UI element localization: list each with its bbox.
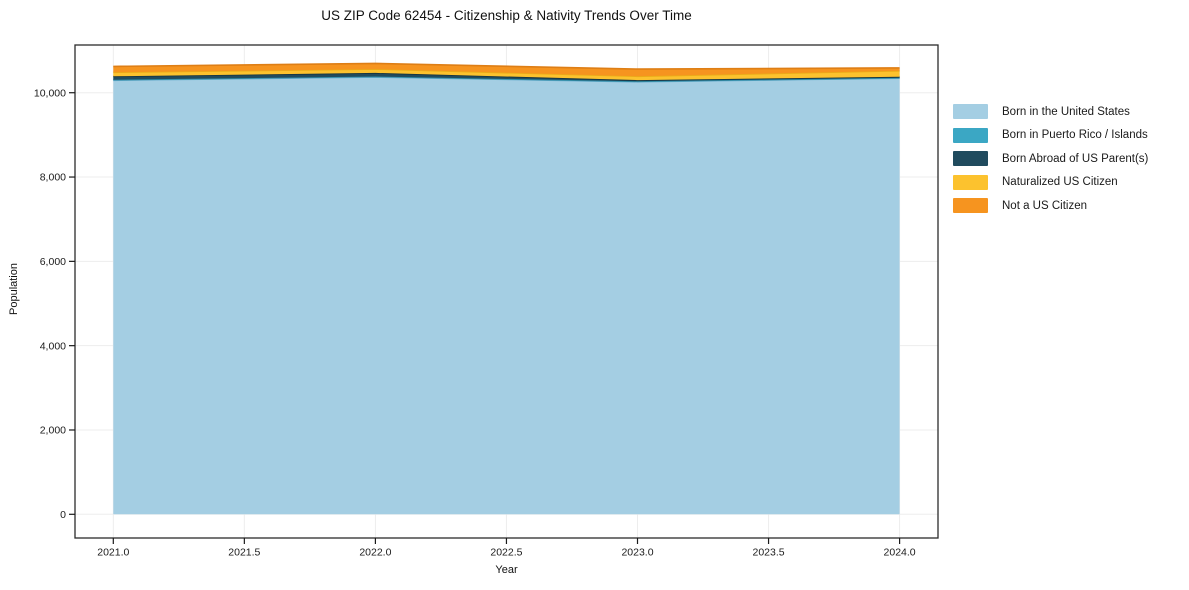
y-tick-label: 4,000 [40, 340, 66, 352]
x-tick-label: 2021.5 [228, 547, 260, 559]
legend-label: Born in Puerto Rico / Islands [1002, 129, 1148, 141]
legend-item-naturalized: Naturalized US Citizen [953, 174, 1148, 190]
area-born-in-the-united-states [113, 77, 900, 515]
legend-swatch-born-us [953, 104, 988, 119]
chart-title: US ZIP Code 62454 - Citizenship & Nativi… [321, 8, 692, 23]
x-axis-title: Year [495, 564, 518, 576]
area-naturalized-us-citizen [113, 69, 900, 81]
y-tick-label: 8,000 [40, 172, 66, 184]
legend-label: Naturalized US Citizen [1002, 176, 1118, 188]
legend: Born in the United States Born in Puerto… [953, 104, 1148, 213]
x-tick-label: 2023.5 [752, 547, 784, 559]
legend-label: Not a US Citizen [1002, 199, 1088, 212]
legend-item-puerto-rico-islands: Born in Puerto Rico / Islands [953, 127, 1148, 143]
axis-ticks: 2021.0 2021.5 2022.0 2022.5 2023.0 2023.5 2024… [34, 87, 916, 558]
y-tick-label: 6,000 [40, 256, 66, 268]
legend-swatch-not-citizen [953, 198, 988, 213]
area-not-a-us-citizen [113, 63, 900, 77]
x-tick-label: 2022.5 [490, 547, 522, 559]
legend-item-born-us: Born in the United States [953, 104, 1148, 119]
legend-item-not-citizen: Not a US Citizen [953, 198, 1148, 213]
x-tick-label: 2021.0 [97, 547, 129, 559]
y-tick-label: 2,000 [40, 425, 66, 437]
y-tick-label: 10,000 [34, 87, 66, 99]
edge-not-a-us-citizen [113, 62, 900, 70]
x-tick-label: 2023.0 [621, 547, 653, 559]
x-tick-label: 2022.0 [359, 547, 391, 559]
legend-label: Born in the United States [1002, 105, 1130, 118]
legend-swatch-born-abroad [953, 151, 988, 166]
legend-swatch-puerto-rico-islands [953, 127, 988, 143]
area-series [113, 62, 900, 515]
x-tick-label: 2024.0 [884, 547, 916, 559]
legend-label: Born Abroad of US Parent(s) [1002, 152, 1149, 165]
legend-item-born-abroad: Born Abroad of US Parent(s) [953, 151, 1148, 166]
legend-swatch-naturalized [953, 174, 988, 190]
y-tick-label: 0 [60, 509, 66, 521]
